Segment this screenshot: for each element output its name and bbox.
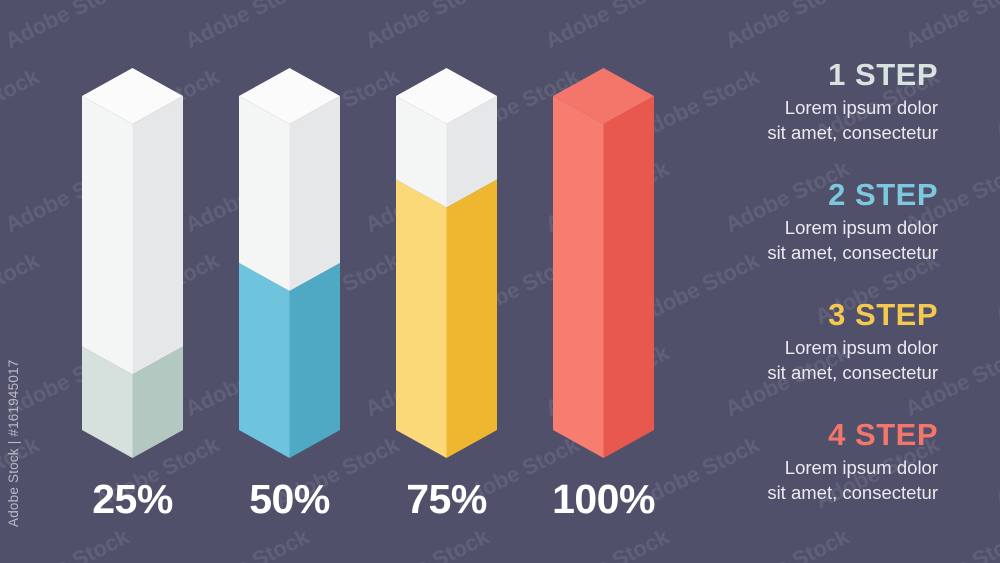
- legend-list: 1 STEP Lorem ipsum dolor sit amet, consect…: [618, 0, 938, 563]
- legend-description-line2: sit amet, consectetur: [767, 362, 938, 384]
- bar-fill-right-face: [603, 96, 654, 458]
- bar-25[interactable]: [82, 0, 183, 462]
- percent-label-75: 75%: [406, 476, 487, 522]
- legend-description-line1: Lorem ipsum dolor: [784, 217, 938, 239]
- legend-description-2: Lorem ipsum dolor sit amet, consectetur: [618, 216, 938, 265]
- bar-50[interactable]: [239, 0, 340, 462]
- bar-empty-left-face: [239, 96, 290, 291]
- legend-description-3: Lorem ipsum dolor sit amet, consectetur: [618, 336, 938, 385]
- bar-100[interactable]: [553, 0, 654, 462]
- bar-fill-right-face: [132, 346, 183, 458]
- legend-title-1: 1 STEP: [828, 57, 938, 92]
- legend-description-line1: Lorem ipsum dolor: [784, 457, 938, 479]
- bar-75[interactable]: [396, 0, 497, 462]
- bar-empty-left-face: [396, 96, 447, 208]
- legend-description-4: Lorem ipsum dolor sit amet, consectetur: [618, 456, 938, 505]
- legend-title-2: 2 STEP: [828, 177, 938, 212]
- percent-label-50: 50%: [249, 476, 330, 522]
- bar-fill-left-face: [239, 263, 290, 458]
- bar-fill-right-face: [289, 263, 340, 458]
- bar-fill-right-face: [446, 179, 497, 458]
- bar-empty-left-face: [82, 96, 133, 375]
- percent-label-25: 25%: [92, 476, 173, 522]
- legend-description-1: Lorem ipsum dolor sit amet, consectetur: [618, 96, 938, 145]
- legend-description-line2: sit amet, consectetur: [767, 482, 938, 504]
- legend-description-line1: Lorem ipsum dolor: [784, 337, 938, 359]
- legend-item-4[interactable]: 4 STEP Lorem ipsum dolor sit amet, consect…: [618, 418, 938, 506]
- legend-title-3: 3 STEP: [828, 297, 938, 332]
- legend-item-1[interactable]: 1 STEP Lorem ipsum dolor sit amet, consect…: [618, 58, 938, 146]
- watermark-text: Adobe Stock: [991, 432, 1000, 514]
- percent-label-100: 100%: [552, 476, 655, 522]
- legend-item-3[interactable]: 3 STEP Lorem ipsum dolor sit amet, consect…: [618, 298, 938, 386]
- legend-description-line1: Lorem ipsum dolor: [784, 97, 938, 119]
- bar-empty-right-face: [132, 96, 183, 375]
- legend-title-4: 4 STEP: [828, 417, 938, 452]
- bar-fill-left-face: [396, 179, 447, 458]
- bar-fill-left-face: [553, 96, 604, 458]
- legend-description-line2: sit amet, consectetur: [767, 122, 938, 144]
- bar-chart: 25% 50% 75% 100%: [82, 0, 655, 522]
- bar-empty-right-face: [446, 96, 497, 208]
- watermark-text: Adobe Stock: [991, 248, 1000, 330]
- bar-fill-left-face: [82, 346, 133, 458]
- bar-empty-right-face: [289, 96, 340, 291]
- legend-description-line2: sit amet, consectetur: [767, 242, 938, 264]
- legend-item-2[interactable]: 2 STEP Lorem ipsum dolor sit amet, consect…: [618, 178, 938, 266]
- watermark-text: Adobe Stock: [991, 64, 1000, 146]
